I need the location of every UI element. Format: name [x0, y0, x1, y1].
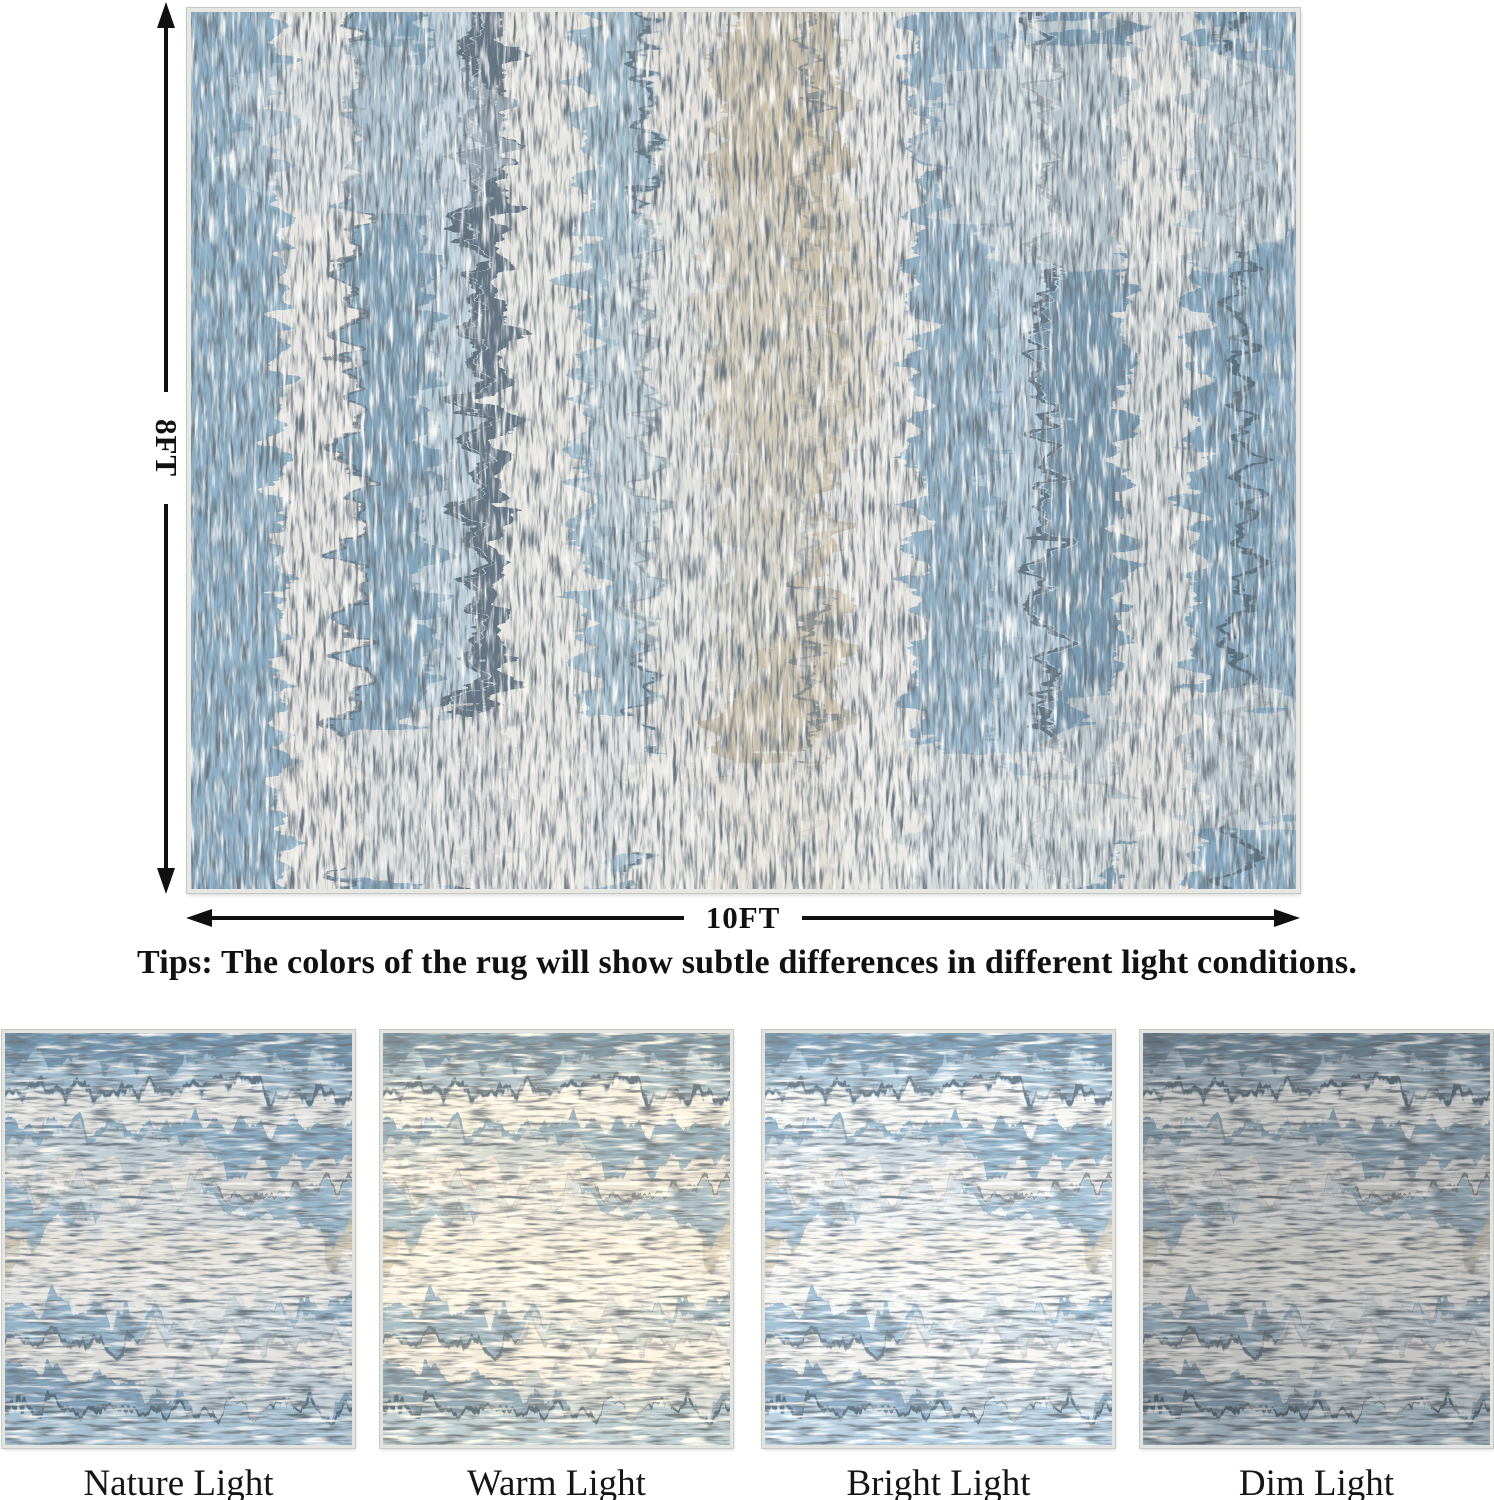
variant-bright-light: Bright Light	[761, 1029, 1116, 1500]
variant-label: Dim Light	[1238, 1463, 1395, 1500]
width-dimension-label: 10FT	[705, 900, 781, 935]
small-rug-image-nature	[1, 1029, 356, 1449]
tips-text: Tips: The colors of the rug will show su…	[136, 944, 1358, 981]
arrowhead-down-icon	[157, 868, 175, 894]
arrowhead-up-icon	[157, 2, 175, 28]
dimension-line	[802, 916, 1274, 920]
dimension-line	[164, 28, 168, 392]
variant-warm-light: Warm Light	[379, 1029, 734, 1500]
arrowhead-left-icon	[186, 909, 212, 927]
variant-nature-light: Nature Light	[1, 1029, 356, 1500]
main-rug-image	[186, 7, 1301, 894]
variant-label: Warm Light	[467, 1463, 646, 1500]
small-rug-image-dim	[1139, 1029, 1494, 1449]
small-rug-image-warm	[379, 1029, 734, 1449]
width-dimension-arrow: 10FT	[186, 900, 1300, 936]
variant-dim-light: Dim Light	[1139, 1029, 1494, 1500]
dimension-line	[164, 504, 168, 868]
small-rug-image-bright	[761, 1029, 1116, 1449]
height-dimension-text: 8FT	[149, 418, 184, 478]
variant-label: Nature Light	[83, 1463, 274, 1500]
height-dimension-arrow: 8FT	[148, 2, 184, 894]
dimension-line	[212, 916, 684, 920]
arrowhead-right-icon	[1274, 909, 1300, 927]
variant-label: Bright Light	[846, 1463, 1031, 1500]
